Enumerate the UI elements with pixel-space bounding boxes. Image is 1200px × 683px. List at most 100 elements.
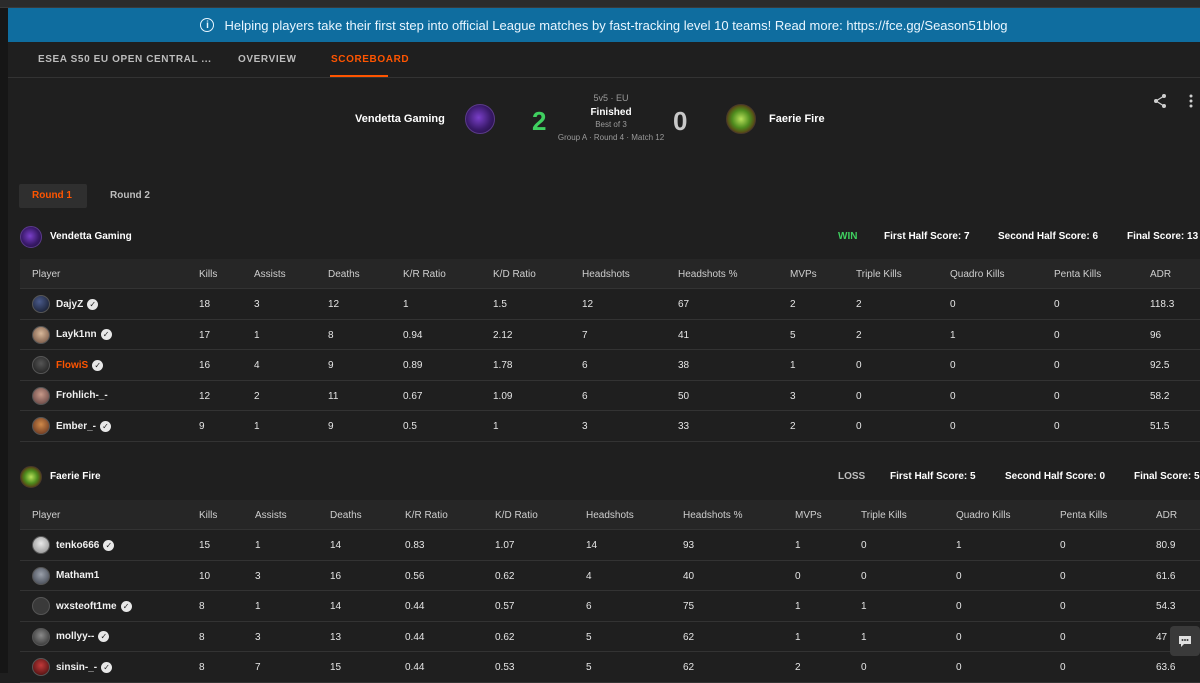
table-row[interactable]: wxsteoft1me ✓ 8 1 14 0.44 0.57 6 75 1 1 …: [20, 591, 1200, 622]
team1-logo[interactable]: [465, 104, 495, 134]
col-header[interactable]: MVPs: [790, 269, 817, 280]
player-name[interactable]: FlowiS: [56, 359, 89, 371]
player-name[interactable]: Layk1nn: [56, 329, 97, 340]
table-row[interactable]: DajyZ ✓ 18 3 12 1 1.5 12 67 2 2 0 0 118.…: [20, 289, 1200, 320]
col-header[interactable]: Triple Kills: [856, 269, 902, 280]
tab-overview[interactable]: OVERVIEW: [238, 54, 297, 65]
col-header[interactable]: K/R Ratio: [403, 269, 446, 280]
player-name[interactable]: Frohlich-_-: [56, 390, 108, 401]
table-row[interactable]: Matham1 10 3 16 0.56 0.62 4 40 0 0 0 0 6…: [20, 560, 1200, 591]
player-name[interactable]: tenko666: [56, 539, 100, 551]
player-name[interactable]: mollyy--: [56, 631, 95, 642]
stat-headshots: 6: [582, 390, 588, 402]
player-name[interactable]: DajyZ: [56, 298, 84, 310]
verified-icon: ✓: [87, 298, 99, 310]
avatar[interactable]: [32, 658, 50, 676]
col-header[interactable]: Headshots %: [678, 269, 738, 280]
table-row[interactable]: Ember_- ✓ 9 1 9 0.5 1 3 33 2 0 0 0 51.5: [20, 411, 1200, 442]
col-header[interactable]: K/D Ratio: [493, 269, 536, 280]
verified-icon: ✓: [98, 631, 110, 642]
player-cell[interactable]: Layk1nn ✓: [32, 325, 112, 344]
col-header[interactable]: Quadro Kills: [950, 269, 1005, 280]
col-header[interactable]: Headshots: [582, 269, 630, 280]
col-header[interactable]: Deaths: [330, 510, 362, 521]
avatar[interactable]: [32, 627, 50, 646]
share-icon[interactable]: [1152, 93, 1168, 109]
player-cell[interactable]: Frohlich-_-: [32, 386, 108, 405]
player-cell[interactable]: wxsteoft1me ✓: [32, 597, 132, 615]
avatar[interactable]: [32, 566, 50, 585]
col-header[interactable]: Headshots: [586, 510, 634, 521]
stat-quadro: 0: [950, 390, 956, 402]
avatar[interactable]: [32, 356, 50, 374]
chat-button[interactable]: [1170, 626, 1200, 656]
col-header[interactable]: Penta Kills: [1060, 510, 1108, 521]
col-header[interactable]: Kills: [199, 510, 218, 521]
player-cell[interactable]: Ember_- ✓: [32, 417, 112, 435]
col-header[interactable]: K/R Ratio: [405, 510, 448, 521]
col-header[interactable]: Kills: [199, 269, 218, 280]
stat-deaths: 14: [330, 601, 342, 612]
table-row[interactable]: Layk1nn ✓ 17 1 8 0.94 2.12 7 41 5 2 1 0 …: [20, 319, 1200, 350]
announcement-banner[interactable]: i Helping players take their first step …: [8, 8, 1200, 42]
col-header[interactable]: Triple Kills: [861, 510, 907, 521]
col-header[interactable]: MVPs: [795, 510, 822, 521]
col-header[interactable]: Headshots %: [683, 510, 743, 521]
table-row[interactable]: tenko666 ✓ 15 1 14 0.83 1.07 14 93 1 0 1…: [20, 530, 1200, 561]
col-header[interactable]: Quadro Kills: [956, 510, 1011, 521]
team1-name[interactable]: Vendetta Gaming: [355, 113, 445, 125]
player-name[interactable]: wxsteoft1me: [56, 600, 117, 612]
table-row[interactable]: sinsin-_- ✓ 8 7 15 0.44 0.53 5 62 2 0 0 …: [20, 652, 1200, 683]
stat-kd: 0.62: [495, 570, 515, 582]
player-name[interactable]: Matham1: [56, 570, 100, 581]
table-row[interactable]: mollyy-- ✓ 8 3 13 0.44 0.62 5 62 1 1 0 0…: [20, 621, 1200, 652]
player-cell[interactable]: tenko666 ✓: [32, 536, 115, 554]
avatar[interactable]: [32, 295, 50, 313]
col-header[interactable]: Deaths: [328, 269, 360, 280]
stat-triple: 0: [861, 570, 867, 582]
tab-round-2[interactable]: Round 2: [110, 190, 150, 201]
banner-text[interactable]: Helping players take their first step in…: [224, 17, 1008, 33]
col-header[interactable]: Assists: [254, 269, 286, 280]
col-header[interactable]: ADR: [1156, 510, 1178, 521]
avatar[interactable]: [32, 325, 50, 344]
stat-kr: 1: [403, 299, 409, 310]
table-row[interactable]: FlowiS ✓ 16 4 9 0.89 1.78 6 38 1 0 0 0 9…: [20, 350, 1200, 381]
default-avatar-icon[interactable]: [32, 597, 50, 615]
stat-kills: 16: [199, 360, 211, 371]
player-cell[interactable]: sinsin-_- ✓: [32, 658, 113, 676]
tab-scoreboard[interactable]: SCOREBOARD: [331, 54, 410, 65]
table-row[interactable]: Frohlich-_- 12 2 11 0.67 1.09 6 50 3 0 0…: [20, 380, 1200, 411]
avatar[interactable]: [32, 417, 50, 435]
stat-triple: 1: [861, 601, 867, 612]
avatar[interactable]: [32, 386, 50, 405]
verified-icon: ✓: [100, 329, 112, 340]
team-name[interactable]: Faerie Fire: [50, 471, 101, 482]
col-header[interactable]: K/D Ratio: [495, 510, 538, 521]
browser-top-strip: [0, 0, 1200, 8]
player-cell[interactable]: Matham1: [32, 566, 100, 585]
stat-mvps: 1: [790, 360, 796, 371]
avatar[interactable]: [32, 536, 50, 554]
verified-icon: ✓: [101, 661, 113, 673]
stat-assists: 1: [254, 421, 260, 432]
player-cell[interactable]: mollyy-- ✓: [32, 627, 110, 646]
stat-adr: 51.5: [1150, 421, 1170, 432]
team2-logo[interactable]: [726, 104, 756, 134]
col-header[interactable]: ADR: [1150, 269, 1172, 280]
stat-deaths: 8: [328, 329, 334, 341]
col-header[interactable]: Penta Kills: [1054, 269, 1102, 280]
player-cell[interactable]: DajyZ ✓: [32, 295, 99, 313]
player-cell[interactable]: FlowiS ✓: [32, 356, 104, 374]
stat-quadro: 0: [956, 570, 962, 582]
tab-round-1[interactable]: Round 1: [19, 184, 87, 208]
tab-competition[interactable]: ESEA S50 EU OPEN CENTRAL ...: [38, 54, 212, 65]
player-name[interactable]: Ember_-: [56, 420, 97, 432]
stat-headshots: 5: [586, 631, 592, 643]
player-stats-table: Player Kills Assists Deaths K/R Ratio K/…: [20, 500, 1200, 683]
team-name[interactable]: Vendetta Gaming: [50, 231, 132, 242]
team2-name[interactable]: Faerie Fire: [769, 113, 825, 125]
col-header[interactable]: Assists: [255, 510, 287, 521]
more-options-icon[interactable]: [1183, 93, 1199, 109]
player-name[interactable]: sinsin-_-: [56, 661, 98, 673]
